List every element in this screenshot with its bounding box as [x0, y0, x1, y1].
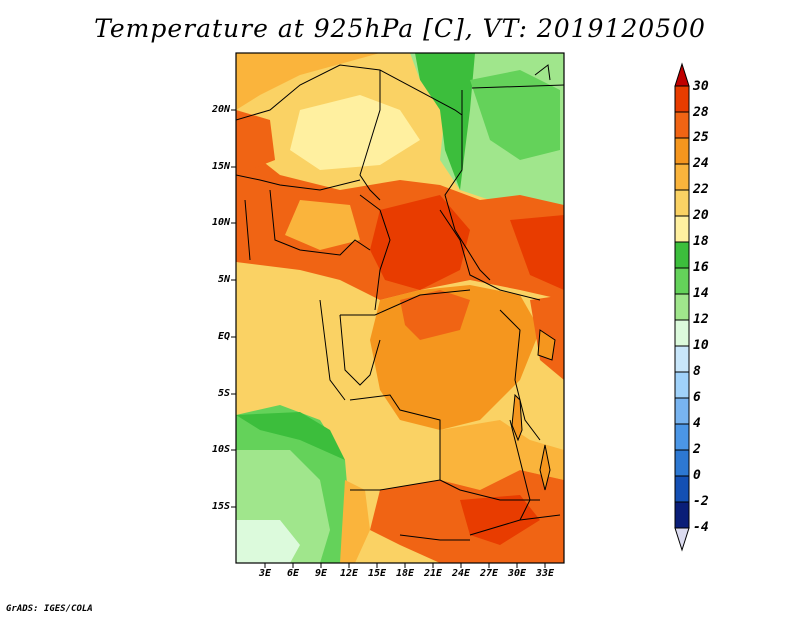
colorbar-swatch	[674, 371, 690, 399]
colorbar-label: 12	[693, 312, 709, 327]
colorbar-swatch	[674, 319, 690, 347]
colorbar-label: 30	[693, 79, 709, 94]
colorbar	[674, 62, 690, 552]
colorbar-bottom-triangle	[674, 527, 690, 552]
colorbar-top-triangle	[674, 62, 690, 87]
colorbar-label: 10	[693, 338, 709, 353]
colorbar-label: 25	[693, 130, 709, 145]
latitude-ticks	[231, 109, 236, 508]
colorbar-swatch	[674, 293, 690, 321]
lon-label-21e: 21E	[423, 568, 443, 579]
colorbar-label: 18	[693, 234, 709, 249]
lat-label-10n: 10N	[211, 217, 230, 228]
colorbar-swatch	[674, 423, 690, 451]
colorbar-label: 22	[693, 182, 709, 197]
lon-label-9e: 9E	[314, 568, 328, 579]
longitude-ticks	[264, 563, 546, 568]
colorbar-label: -4	[693, 520, 709, 535]
colorbar-swatch	[674, 501, 690, 529]
colorbar-swatch	[674, 137, 690, 165]
colorbar-label: 14	[693, 286, 709, 301]
lon-label-3e: 3E	[258, 568, 272, 579]
grads-credit: GrADS: IGES/COLA	[6, 604, 93, 614]
colorbar-swatch	[674, 189, 690, 217]
lon-label-15e: 15E	[367, 568, 387, 579]
colorbar-swatch	[674, 345, 690, 373]
map-title: Temperature at 925hPa [C], VT: 201912050…	[94, 14, 706, 43]
colorbar-label: 8	[693, 364, 701, 379]
lon-label-27e: 27E	[479, 568, 499, 579]
lon-label-33e: 33E	[535, 568, 555, 579]
colorbar-swatch	[674, 267, 690, 295]
lat-label-eq: EQ	[217, 331, 230, 342]
lat-label-10s: 10S	[211, 444, 230, 455]
colorbar-swatch	[674, 397, 690, 425]
colorbar-swatch	[674, 449, 690, 477]
lon-label-12e: 12E	[339, 568, 359, 579]
lat-label-5n: 5N	[217, 274, 230, 285]
colorbar-swatch	[674, 475, 690, 503]
colorbar-swatch	[674, 163, 690, 191]
lat-label-15s: 15S	[211, 501, 230, 512]
colorbar-label: 24	[693, 156, 709, 171]
colorbar-label: 20	[693, 208, 709, 223]
lon-label-24e: 24E	[451, 568, 471, 579]
colorbar-label: 6	[693, 390, 701, 405]
lat-label-5s: 5S	[217, 388, 230, 399]
lat-label-20n: 20N	[211, 104, 230, 115]
lon-label-6e: 6E	[286, 568, 300, 579]
colorbar-label: 16	[693, 260, 709, 275]
temperature-field	[236, 53, 564, 563]
colorbar-label: 28	[693, 105, 709, 120]
colorbar-swatch	[674, 241, 690, 269]
colorbar-swatch	[674, 215, 690, 243]
colorbar-label: 2	[693, 442, 701, 457]
colorbar-label: 4	[693, 416, 701, 431]
lon-label-30e: 30E	[507, 568, 527, 579]
lat-label-15n: 15N	[211, 161, 230, 172]
colorbar-swatch	[674, 85, 690, 113]
map-frame	[235, 52, 565, 564]
colorbar-label: -2	[693, 494, 709, 509]
colorbar-label: 0	[693, 468, 701, 483]
lon-label-18e: 18E	[395, 568, 415, 579]
colorbar-swatch	[674, 111, 690, 139]
